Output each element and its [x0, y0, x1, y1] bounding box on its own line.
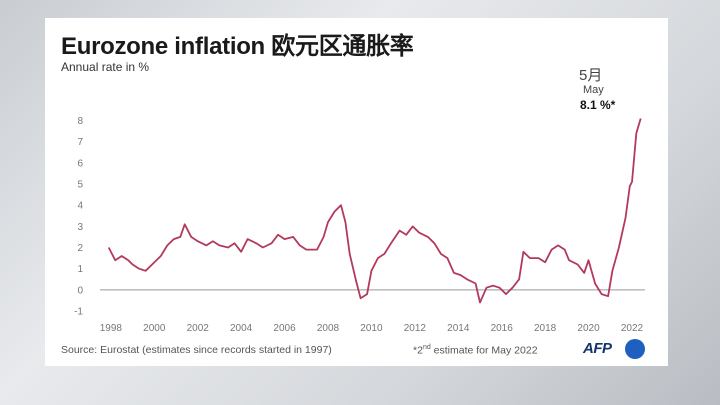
- x-tick-label: 2002: [187, 323, 210, 334]
- y-tick-label: 6: [77, 158, 83, 169]
- chart-title: Eurozone inflation 欧元区通胀率: [61, 33, 414, 60]
- annotation-month-cn: 5月: [579, 67, 603, 84]
- inflation-line-chart: -1 0 1 2 3 4 5 6 7 8 1998 2000 2002 2004 2006 2008 2010 2…: [74, 116, 645, 334]
- afp-logo: AFP: [583, 338, 655, 360]
- x-tick-label: 2008: [317, 323, 340, 334]
- x-tick-label: 2012: [404, 323, 427, 334]
- y-tick-label: 3: [77, 222, 83, 233]
- x-tick-label: 1998: [100, 323, 123, 334]
- x-tick-label: 2020: [577, 323, 600, 334]
- y-tick-label: 2: [77, 243, 83, 254]
- y-tick-label: 8: [77, 116, 83, 127]
- source-note: Source: Eurostat (estimates since record…: [61, 344, 332, 356]
- x-tick-label: 2006: [273, 323, 296, 334]
- y-tick-label: 5: [77, 180, 83, 191]
- chart-subtitle: Annual rate in %: [61, 60, 150, 74]
- y-tick-label: 4: [77, 201, 83, 212]
- x-tick-label: 2010: [360, 323, 383, 334]
- estimate-note-text: estimate for May 2022: [430, 344, 538, 357]
- annotation-value: 8.1 %*: [580, 98, 616, 112]
- afp-logo-text: AFP: [583, 340, 612, 357]
- afp-logo-dot-icon: [625, 339, 645, 359]
- estimate-note-superscript: nd: [422, 344, 431, 351]
- y-tick-label: -1: [74, 307, 83, 318]
- x-tick-label: 2016: [491, 323, 514, 334]
- y-tick-label: 7: [77, 137, 83, 148]
- inflation-series-line: [107, 118, 642, 304]
- chart-card: Eurozone inflation 欧元区通胀率 Annual rate in…: [45, 18, 668, 366]
- x-tick-label: 2022: [621, 323, 644, 334]
- y-tick-label: 1: [77, 264, 83, 275]
- x-tick-label: 2018: [534, 323, 557, 334]
- estimate-note-prefix: *2: [413, 344, 423, 357]
- annotation-month-en: May: [583, 84, 604, 96]
- x-tick-label: 2014: [447, 323, 470, 334]
- y-tick-label: 0: [77, 285, 83, 296]
- x-tick-label: 2004: [230, 323, 253, 334]
- x-tick-label: 2000: [143, 323, 166, 334]
- estimate-note: *2nd estimate for May 2022: [413, 344, 538, 357]
